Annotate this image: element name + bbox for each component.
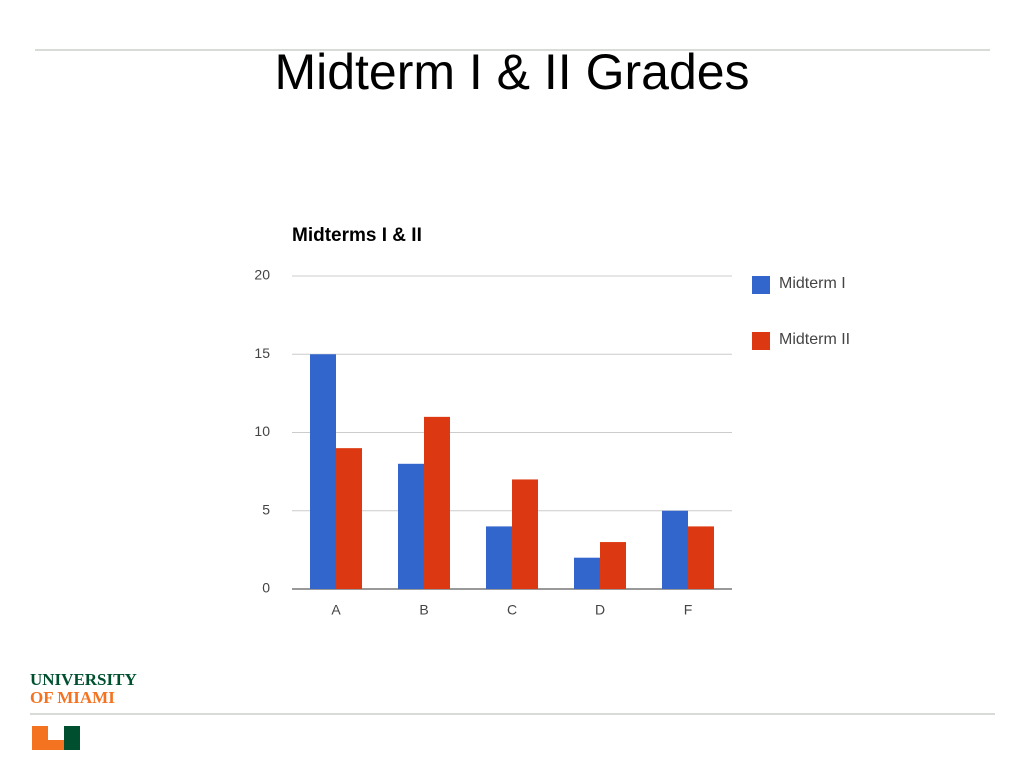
y-tick-label: 20 xyxy=(254,267,270,283)
y-tick-label: 15 xyxy=(254,345,270,361)
logo-line1: UNIVERSITY xyxy=(30,670,137,689)
bar xyxy=(424,416,450,589)
legend-label: Midterm I xyxy=(779,275,846,292)
logo-line2: OF MIAMI xyxy=(30,688,115,707)
bar xyxy=(310,354,336,589)
bar xyxy=(574,557,600,589)
x-tick-label: A xyxy=(331,602,341,618)
bar xyxy=(512,479,538,589)
logo-mark xyxy=(32,726,80,750)
x-tick-label: D xyxy=(595,602,605,618)
x-tick-label: B xyxy=(419,602,428,618)
bar xyxy=(486,526,512,589)
bar xyxy=(688,526,714,589)
chart-title: Midterms I & II xyxy=(292,225,422,246)
y-tick-label: 10 xyxy=(254,423,270,439)
legend-swatch xyxy=(752,332,770,350)
slide-title: Midterm I & II Grades xyxy=(274,44,749,100)
bar xyxy=(662,510,688,589)
x-tick-label: C xyxy=(507,602,517,618)
bar xyxy=(336,448,362,589)
bar xyxy=(398,463,424,589)
y-tick-label: 5 xyxy=(262,501,270,517)
bar xyxy=(600,542,626,589)
y-tick-label: 0 xyxy=(262,580,270,596)
legend-swatch xyxy=(752,276,770,294)
x-tick-label: F xyxy=(684,602,693,618)
legend-label: Midterm II xyxy=(779,331,851,348)
